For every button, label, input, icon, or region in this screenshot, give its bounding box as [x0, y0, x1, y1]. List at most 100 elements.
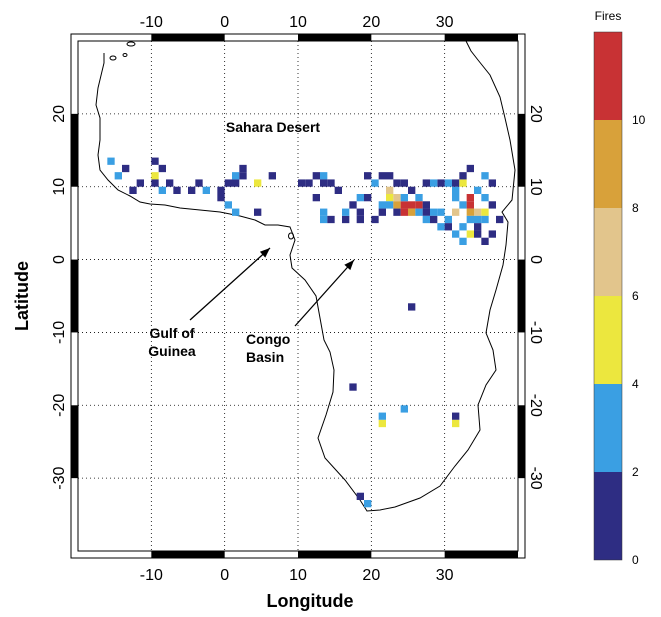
fire-cell [474, 215, 482, 224]
fire-cell [305, 179, 313, 187]
fire-cell [437, 223, 445, 231]
fire-cell [466, 215, 474, 224]
sahara-label: Sahara Desert [226, 119, 321, 135]
fire-cell [400, 179, 408, 187]
lon-tick-top: 10 [289, 14, 307, 31]
fire-cell [444, 215, 452, 224]
fire-cell [158, 186, 166, 194]
fire-cell [224, 179, 232, 187]
frame-bar-top [444, 34, 518, 41]
colorbar-tick-label: 10 [632, 113, 646, 127]
fire-cell [356, 215, 364, 224]
island-outlines [109, 41, 294, 240]
fire-cell [320, 208, 328, 216]
congo-arrow-head [344, 260, 354, 271]
fire-cell [466, 230, 474, 238]
lat-tick-left: -30 [51, 466, 68, 489]
fire-cell [320, 179, 328, 187]
colorbar-band [594, 32, 622, 120]
fire-cell [452, 186, 460, 194]
gulf-label-line2: Guinea [148, 343, 196, 359]
congo-label-line1: Congo [246, 331, 290, 347]
fire-cell [356, 492, 364, 500]
fire-cell [422, 215, 430, 224]
fire-cell [481, 215, 489, 224]
frame-bar-left [71, 113, 78, 187]
fire-cell [481, 237, 489, 245]
fire-cell [356, 208, 364, 216]
colorbar-band [594, 208, 622, 296]
fire-cell [474, 208, 482, 216]
fire-cell [107, 157, 115, 165]
lat-tick-left: 0 [51, 255, 68, 264]
fire-cell [408, 208, 416, 216]
fire-cell [166, 179, 174, 187]
frame-bar-bottom [444, 551, 518, 558]
lon-tick-top: 0 [220, 14, 229, 31]
africa-coastline [95, 40, 516, 512]
fire-cell [320, 215, 328, 224]
fire-cell [202, 186, 210, 194]
fire-cell [466, 194, 474, 202]
gulf-arrow-head [259, 248, 270, 258]
fire-cell [452, 194, 460, 202]
frame-bar-right [518, 259, 525, 333]
fire-cell [400, 208, 408, 216]
frame-bar-right [518, 113, 525, 187]
lat-tick-left: -20 [51, 394, 68, 417]
colorbar-band [594, 472, 622, 560]
lat-tick-left: 20 [51, 105, 68, 123]
lon-tick-top: -10 [140, 14, 163, 31]
annotation-arrows [189, 247, 355, 327]
fire-cell [386, 172, 394, 180]
fire-cell [496, 215, 504, 224]
fire-cell [151, 179, 159, 187]
lat-tick-right: -30 [527, 467, 544, 490]
fire-cell [122, 164, 130, 173]
fire-cell [327, 215, 335, 224]
colorbar-tick-label: 4 [632, 377, 639, 391]
fire-cell [312, 172, 320, 180]
fire-cell [400, 194, 408, 202]
fire-cell [474, 230, 482, 238]
fire-cell [371, 179, 379, 187]
map-gridlines [78, 41, 518, 551]
lon-tick-top: 30 [436, 14, 454, 31]
fire-cells [107, 157, 504, 508]
fire-cell [349, 201, 357, 209]
fire-cell [254, 179, 262, 187]
frame-bar-top [151, 34, 225, 41]
fire-cell [459, 237, 467, 245]
colorbar-band [594, 384, 622, 472]
fire-cell [386, 186, 394, 194]
fire-cell [452, 412, 460, 420]
island-outline [126, 41, 136, 47]
fire-cell [452, 419, 460, 428]
fire-cell [320, 172, 328, 180]
fire-cell [356, 194, 364, 202]
fire-cell [488, 230, 496, 238]
fire-cell [371, 215, 379, 224]
fire-cell [459, 223, 467, 231]
lon-tick-bottom: 0 [220, 567, 229, 584]
fire-cell [393, 179, 401, 187]
frame-bar-bottom [298, 551, 372, 558]
fire-cell [364, 500, 372, 508]
fire-cell [188, 186, 196, 194]
lat-tick-right: -10 [527, 321, 544, 344]
fire-cell [430, 215, 438, 224]
fire-cell [415, 194, 423, 202]
fire-cell [466, 201, 474, 209]
fire-cell [378, 172, 386, 180]
fire-cell [444, 179, 452, 187]
fire-cell [474, 223, 482, 231]
fire-cell [151, 157, 159, 165]
fire-cell [232, 172, 240, 180]
fire-cell [452, 208, 460, 216]
colorbar-tick-label: 0 [632, 553, 639, 567]
colorbar-outline [593, 31, 623, 561]
colorbar-tick-label: 8 [632, 201, 639, 215]
colorbar: 0 2 4 6 8 10 [593, 31, 646, 567]
